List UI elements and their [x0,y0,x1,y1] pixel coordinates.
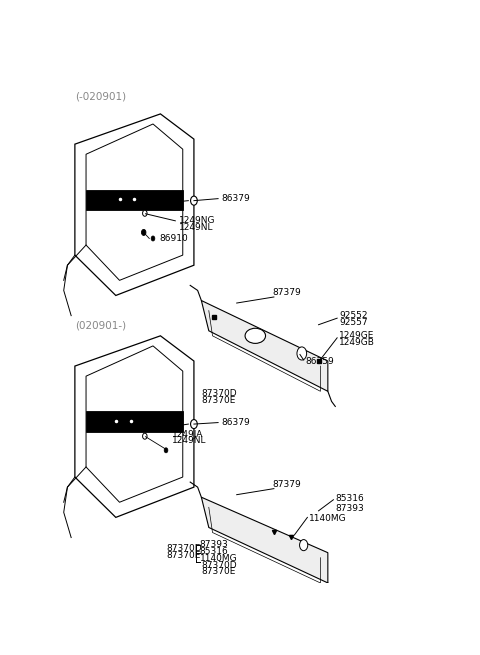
Text: 92552: 92552 [339,311,368,320]
Text: 87370E: 87370E [202,396,236,405]
Text: 87379: 87379 [272,288,301,297]
Text: 1249NL: 1249NL [179,223,214,232]
Text: 85316: 85316 [335,494,364,503]
Text: 1249NL: 1249NL [172,436,206,445]
Text: 1140MG: 1140MG [309,514,347,523]
Text: 86379: 86379 [222,418,251,427]
Circle shape [164,448,168,453]
Polygon shape [86,189,183,210]
Circle shape [300,540,308,551]
Text: 86379: 86379 [222,194,251,203]
Text: 87370E: 87370E [166,551,200,560]
Circle shape [191,420,197,428]
Text: 1140MG: 1140MG [200,554,237,563]
Text: 1249NG: 1249NG [179,216,216,225]
Text: 87393: 87393 [200,540,228,549]
Circle shape [151,236,155,241]
Text: 87370E: 87370E [202,567,236,576]
Text: (-020901): (-020901) [75,91,126,102]
Circle shape [143,210,147,216]
Text: 85316: 85316 [200,547,228,556]
Text: 87393: 87393 [335,504,364,514]
Circle shape [142,229,146,235]
Text: (020901-): (020901-) [75,321,126,331]
Polygon shape [86,411,183,432]
Polygon shape [202,301,328,391]
Circle shape [143,433,147,440]
Circle shape [191,196,197,205]
Text: 87379: 87379 [272,480,301,489]
Circle shape [297,347,307,360]
Text: 92557: 92557 [339,318,368,327]
Text: 1249GE: 1249GE [339,331,374,341]
Polygon shape [202,497,328,583]
Ellipse shape [245,328,265,343]
Text: 87370D: 87370D [202,389,237,398]
Text: 87370D: 87370D [166,544,202,553]
Text: 87370D: 87370D [202,561,237,570]
Text: 1249JA: 1249JA [172,430,203,439]
Text: 86359: 86359 [305,356,334,365]
Text: 86910: 86910 [160,234,189,244]
Text: 1249GB: 1249GB [339,338,375,347]
